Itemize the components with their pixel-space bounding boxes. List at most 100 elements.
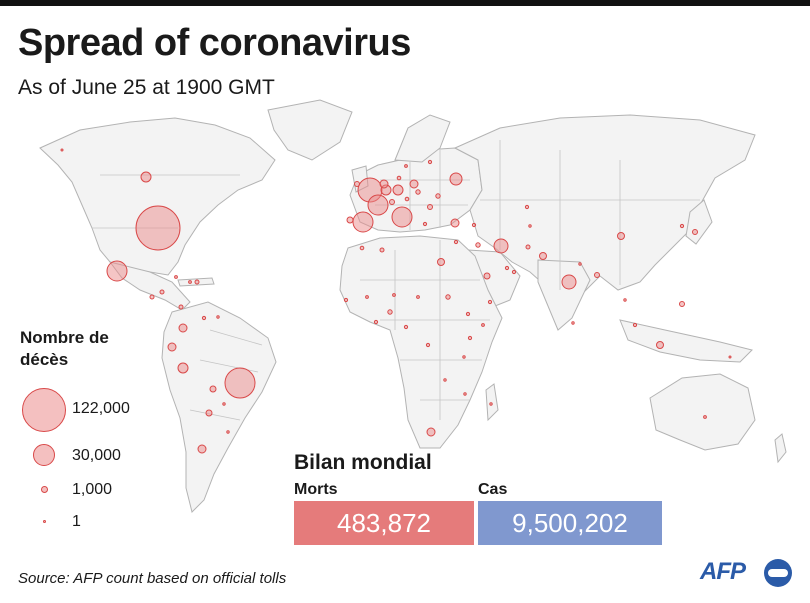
bubble-argentina: [205, 409, 213, 417]
bubble-somalia: [481, 323, 485, 327]
bubble-panama: [178, 304, 184, 310]
bubble-senegal: [343, 297, 349, 303]
legend-circle-large: [22, 388, 66, 432]
bubble-israel: [453, 239, 459, 245]
bubble-nepal: [578, 262, 582, 266]
bubble-qatar: [504, 265, 510, 271]
greenland: [267, 99, 353, 161]
asia: [453, 114, 756, 313]
bubble-nigeria: [387, 309, 393, 315]
bubble-finland: [427, 159, 433, 165]
new-zealand: [774, 433, 787, 464]
land-masses: [39, 99, 787, 513]
bubble-netherlands: [379, 179, 389, 189]
scandinavia: [394, 114, 451, 163]
bubble-uae: [511, 269, 517, 275]
bubble-guatemala: [149, 294, 155, 300]
bubble-ghana: [373, 319, 379, 325]
bubble-india: [561, 274, 577, 290]
legend-item-1: 1: [20, 513, 200, 553]
bubble-malaysia: [632, 322, 638, 328]
bubble-kenya: [467, 335, 473, 341]
bubble-uzbekistan: [528, 224, 532, 228]
legend-label: 1,000: [72, 481, 113, 498]
bubble-korea: [679, 223, 685, 229]
bubble-congo: [425, 342, 431, 348]
bubble-philippines: [679, 301, 685, 307]
bubble-usa: [135, 205, 181, 251]
bubble-japan: [692, 229, 698, 235]
legend-item-30000: 30,000: [20, 443, 200, 483]
summary-title: Bilan mondial: [294, 451, 432, 474]
cases-label: Cas: [478, 481, 508, 498]
legend-item-122000: 122,000: [20, 388, 200, 432]
bubble-bangladesh: [594, 272, 600, 278]
source-note: Source: AFP count based on official toll…: [18, 570, 287, 587]
bubble-kazakhstan: [524, 204, 530, 210]
deaths-label: Morts: [294, 481, 338, 498]
bubble-austria: [404, 196, 410, 202]
bubble-iran: [493, 238, 509, 254]
bubble-sweden: [409, 179, 419, 189]
bubble-russia: [449, 172, 463, 186]
bubble-chad: [416, 295, 420, 299]
afp-logo: AFP: [700, 557, 800, 589]
bubble-france: [367, 194, 389, 216]
africa: [339, 235, 503, 449]
bubble-bolivia: [209, 385, 217, 393]
bubble-brazil: [224, 367, 256, 399]
bubble-uruguay: [226, 430, 230, 434]
bubble-alaska: [60, 148, 64, 152]
bubble-mali: [365, 295, 369, 299]
bubble-chile: [197, 444, 207, 454]
bubble-norway: [404, 164, 408, 168]
bubble-afghanistan: [525, 244, 531, 250]
bubble-haiti: [188, 280, 192, 284]
bubble-south-africa: [426, 427, 436, 437]
bubble-peru: [177, 362, 189, 374]
south-america: [161, 301, 277, 513]
legend-circle-medium: [33, 444, 55, 466]
death-bubbles: [60, 148, 732, 454]
afp-globe-icon: [764, 559, 792, 587]
bubble-guyana: [216, 315, 220, 319]
bubble-egypt: [437, 258, 445, 266]
bubble-poland: [415, 189, 421, 195]
bubble-switzerland: [389, 199, 395, 205]
bubble-indonesia: [656, 341, 664, 349]
bubble-armenia: [471, 222, 477, 228]
bubble-romania: [427, 204, 433, 210]
bubble-paraguay: [222, 402, 226, 406]
bubble-denmark: [396, 175, 402, 181]
bubble-honduras: [159, 289, 165, 295]
top-rule: [0, 0, 810, 6]
bubble-portugal: [346, 216, 354, 224]
north-america: [39, 117, 276, 276]
southeast-asia-islands: [619, 319, 753, 363]
bubble-mozambique: [463, 392, 467, 396]
bubble-australia: [703, 415, 707, 419]
bubble-ecuador: [167, 342, 177, 352]
bubble-niger: [392, 293, 396, 297]
bubble-yemen: [487, 299, 493, 305]
bubble-ukraine: [435, 193, 441, 199]
bubble-china: [617, 232, 625, 240]
bubble-greece: [422, 221, 428, 227]
legend-label: 30,000: [72, 447, 121, 464]
bubble-ethiopia: [465, 311, 471, 317]
bubble-venezuela: [201, 315, 207, 321]
bubble-turkey: [450, 218, 460, 228]
bubble-thailand: [623, 298, 627, 302]
bubble-papua: [728, 355, 732, 359]
bubble-iraq: [475, 242, 481, 248]
legend-circle-small: [41, 486, 48, 493]
bubble-colombia: [178, 323, 188, 333]
bubble-canada: [140, 171, 152, 183]
cases-value-box: 9,500,202: [478, 501, 662, 545]
bubble-dominican: [194, 279, 200, 285]
bubble-germany: [392, 184, 404, 196]
afp-logo-text: AFP: [700, 558, 746, 585]
bubble-madagascar: [489, 402, 493, 406]
bubble-sudan: [445, 294, 451, 300]
